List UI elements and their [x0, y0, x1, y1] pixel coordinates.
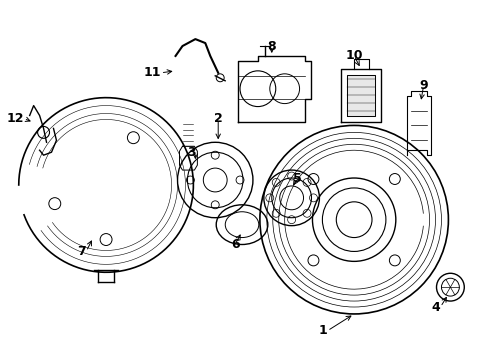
Text: 6: 6: [230, 238, 239, 251]
Text: 1: 1: [318, 324, 326, 337]
Text: 7: 7: [77, 245, 86, 258]
Text: 4: 4: [431, 301, 440, 314]
Text: 12: 12: [6, 112, 24, 125]
Text: 3: 3: [186, 146, 195, 159]
Text: 10: 10: [345, 49, 362, 63]
Text: 2: 2: [213, 112, 222, 125]
Text: 8: 8: [267, 40, 276, 53]
Text: 5: 5: [293, 171, 302, 185]
Text: 11: 11: [143, 66, 161, 79]
Text: 9: 9: [418, 79, 427, 92]
